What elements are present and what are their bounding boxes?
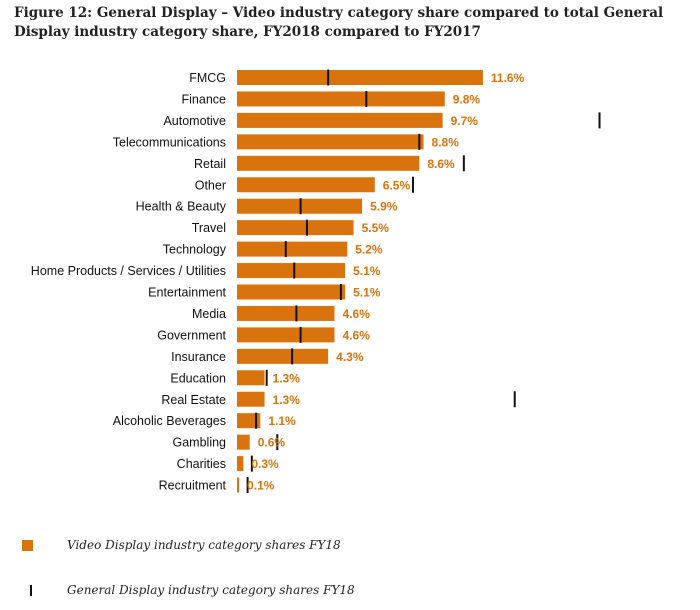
value-label-finance: 9.8% bbox=[453, 92, 481, 106]
marker-charities bbox=[250, 455, 253, 472]
bar-finance bbox=[237, 91, 445, 107]
value-label-media: 4.6% bbox=[343, 307, 371, 321]
bar-media bbox=[237, 305, 335, 321]
category-label-travel: Travel bbox=[192, 221, 226, 235]
general-display-markers bbox=[246, 69, 601, 494]
value-labels: 11.6% 9.8% 9.7% 8.8% 8.6% 6.5% 5.9% 5.5% 5.2% 5.1… bbox=[247, 71, 524, 493]
bar-real-estate bbox=[237, 391, 265, 407]
value-label-charities: 0.3% bbox=[251, 457, 279, 471]
category-label-government: Government bbox=[157, 328, 226, 342]
marker-education bbox=[265, 369, 268, 386]
marker-media bbox=[295, 305, 298, 322]
value-label-health-beauty: 5.9% bbox=[370, 200, 398, 214]
marker-entertainment bbox=[339, 284, 342, 300]
legend-tick-label: General Display industry category shares… bbox=[67, 583, 355, 597]
legend-item-general-display: General Display industry category shares… bbox=[22, 580, 355, 600]
marker-government bbox=[299, 326, 302, 343]
category-label-media: Media bbox=[192, 307, 226, 321]
marker-fmcg bbox=[327, 69, 330, 86]
category-label-health-beauty: Health & Beauty bbox=[136, 200, 227, 214]
bars bbox=[237, 70, 483, 493]
category-label-other: Other bbox=[195, 178, 226, 192]
category-label-charities: Charities bbox=[177, 457, 226, 471]
value-label-gambling: 0.6% bbox=[258, 436, 286, 450]
value-label-technology: 5.2% bbox=[355, 243, 383, 257]
bar-chart: FMCG Finance Automotive Telecommunications R… bbox=[31, 69, 601, 494]
category-label-real-estate: Real Estate bbox=[161, 393, 226, 407]
value-label-government: 4.6% bbox=[343, 328, 371, 342]
marker-health-beauty bbox=[299, 198, 302, 215]
value-label-retail: 8.6% bbox=[427, 157, 455, 171]
category-labels: FMCG Finance Automotive Telecommunications R… bbox=[31, 71, 227, 493]
bar-gambling bbox=[237, 434, 250, 450]
bar-alcoholic-beverages bbox=[237, 413, 261, 429]
bar-retail bbox=[237, 155, 420, 171]
marker-gambling bbox=[276, 434, 279, 451]
marker-real-estate bbox=[513, 391, 516, 408]
value-label-automotive: 9.7% bbox=[451, 114, 479, 128]
category-label-alcoholic-beverages: Alcoholic Beverages bbox=[113, 414, 226, 428]
category-label-home-products-services-utilities: Home Products / Services / Utilities bbox=[31, 264, 226, 278]
category-label-retail: Retail bbox=[194, 157, 226, 171]
bar-entertainment bbox=[237, 284, 346, 300]
bar-other bbox=[237, 177, 375, 193]
category-label-fmcg: FMCG bbox=[189, 71, 226, 85]
bar-automotive bbox=[237, 112, 443, 128]
category-label-entertainment: Entertainment bbox=[148, 286, 226, 300]
value-label-telecommunications: 8.8% bbox=[432, 135, 460, 149]
category-label-finance: Finance bbox=[182, 92, 227, 106]
value-label-entertainment: 5.1% bbox=[353, 286, 381, 300]
legend-tick-marker bbox=[30, 584, 32, 596]
category-label-technology: Technology bbox=[163, 243, 227, 257]
marker-other bbox=[411, 176, 414, 193]
legend-item-video-display: Video Display industry category shares F… bbox=[22, 535, 341, 555]
value-label-home-products-services-utilities: 5.1% bbox=[353, 264, 381, 278]
bar-government bbox=[237, 327, 335, 343]
category-label-telecommunications: Telecommunications bbox=[113, 135, 226, 149]
marker-insurance bbox=[291, 348, 294, 365]
legend-bar-label: Video Display industry category shares F… bbox=[67, 538, 341, 552]
value-label-insurance: 4.3% bbox=[336, 350, 364, 364]
marker-automotive bbox=[598, 112, 601, 129]
bar-charities bbox=[237, 456, 244, 472]
value-label-recruitment: 0.1% bbox=[247, 479, 275, 493]
category-label-gambling: Gambling bbox=[173, 436, 227, 450]
category-label-insurance: Insurance bbox=[171, 350, 226, 364]
marker-alcoholic-beverages bbox=[255, 412, 258, 429]
category-label-recruitment: Recruitment bbox=[159, 479, 227, 493]
bar-insurance bbox=[237, 348, 329, 364]
marker-recruitment bbox=[246, 477, 249, 494]
bar-home-products-services-utilities bbox=[237, 263, 346, 279]
marker-technology bbox=[284, 241, 287, 258]
category-label-education: Education bbox=[170, 371, 226, 385]
value-label-education: 1.3% bbox=[273, 371, 301, 385]
marker-travel bbox=[305, 219, 308, 236]
value-label-other: 6.5% bbox=[383, 178, 411, 192]
marker-telecommunications bbox=[418, 133, 421, 150]
bar-recruitment bbox=[237, 477, 240, 493]
value-label-real-estate: 1.3% bbox=[273, 393, 301, 407]
bar-travel bbox=[237, 220, 354, 236]
bar-technology bbox=[237, 241, 348, 257]
bar-education bbox=[237, 370, 265, 386]
bar-health-beauty bbox=[237, 198, 363, 214]
legend-bar-swatch bbox=[22, 539, 33, 551]
value-label-travel: 5.5% bbox=[362, 221, 390, 235]
bar-fmcg bbox=[237, 70, 483, 85]
marker-finance bbox=[365, 90, 368, 107]
category-label-automotive: Automotive bbox=[163, 114, 226, 128]
marker-home-products-services-utilities bbox=[293, 262, 296, 279]
bar-telecommunications bbox=[237, 134, 424, 150]
chart-title: Figure 12: General Display – Video indus… bbox=[14, 5, 664, 40]
value-label-alcoholic-beverages: 1.1% bbox=[268, 414, 296, 428]
marker-retail bbox=[462, 155, 465, 172]
value-label-fmcg: 11.6% bbox=[491, 71, 525, 85]
